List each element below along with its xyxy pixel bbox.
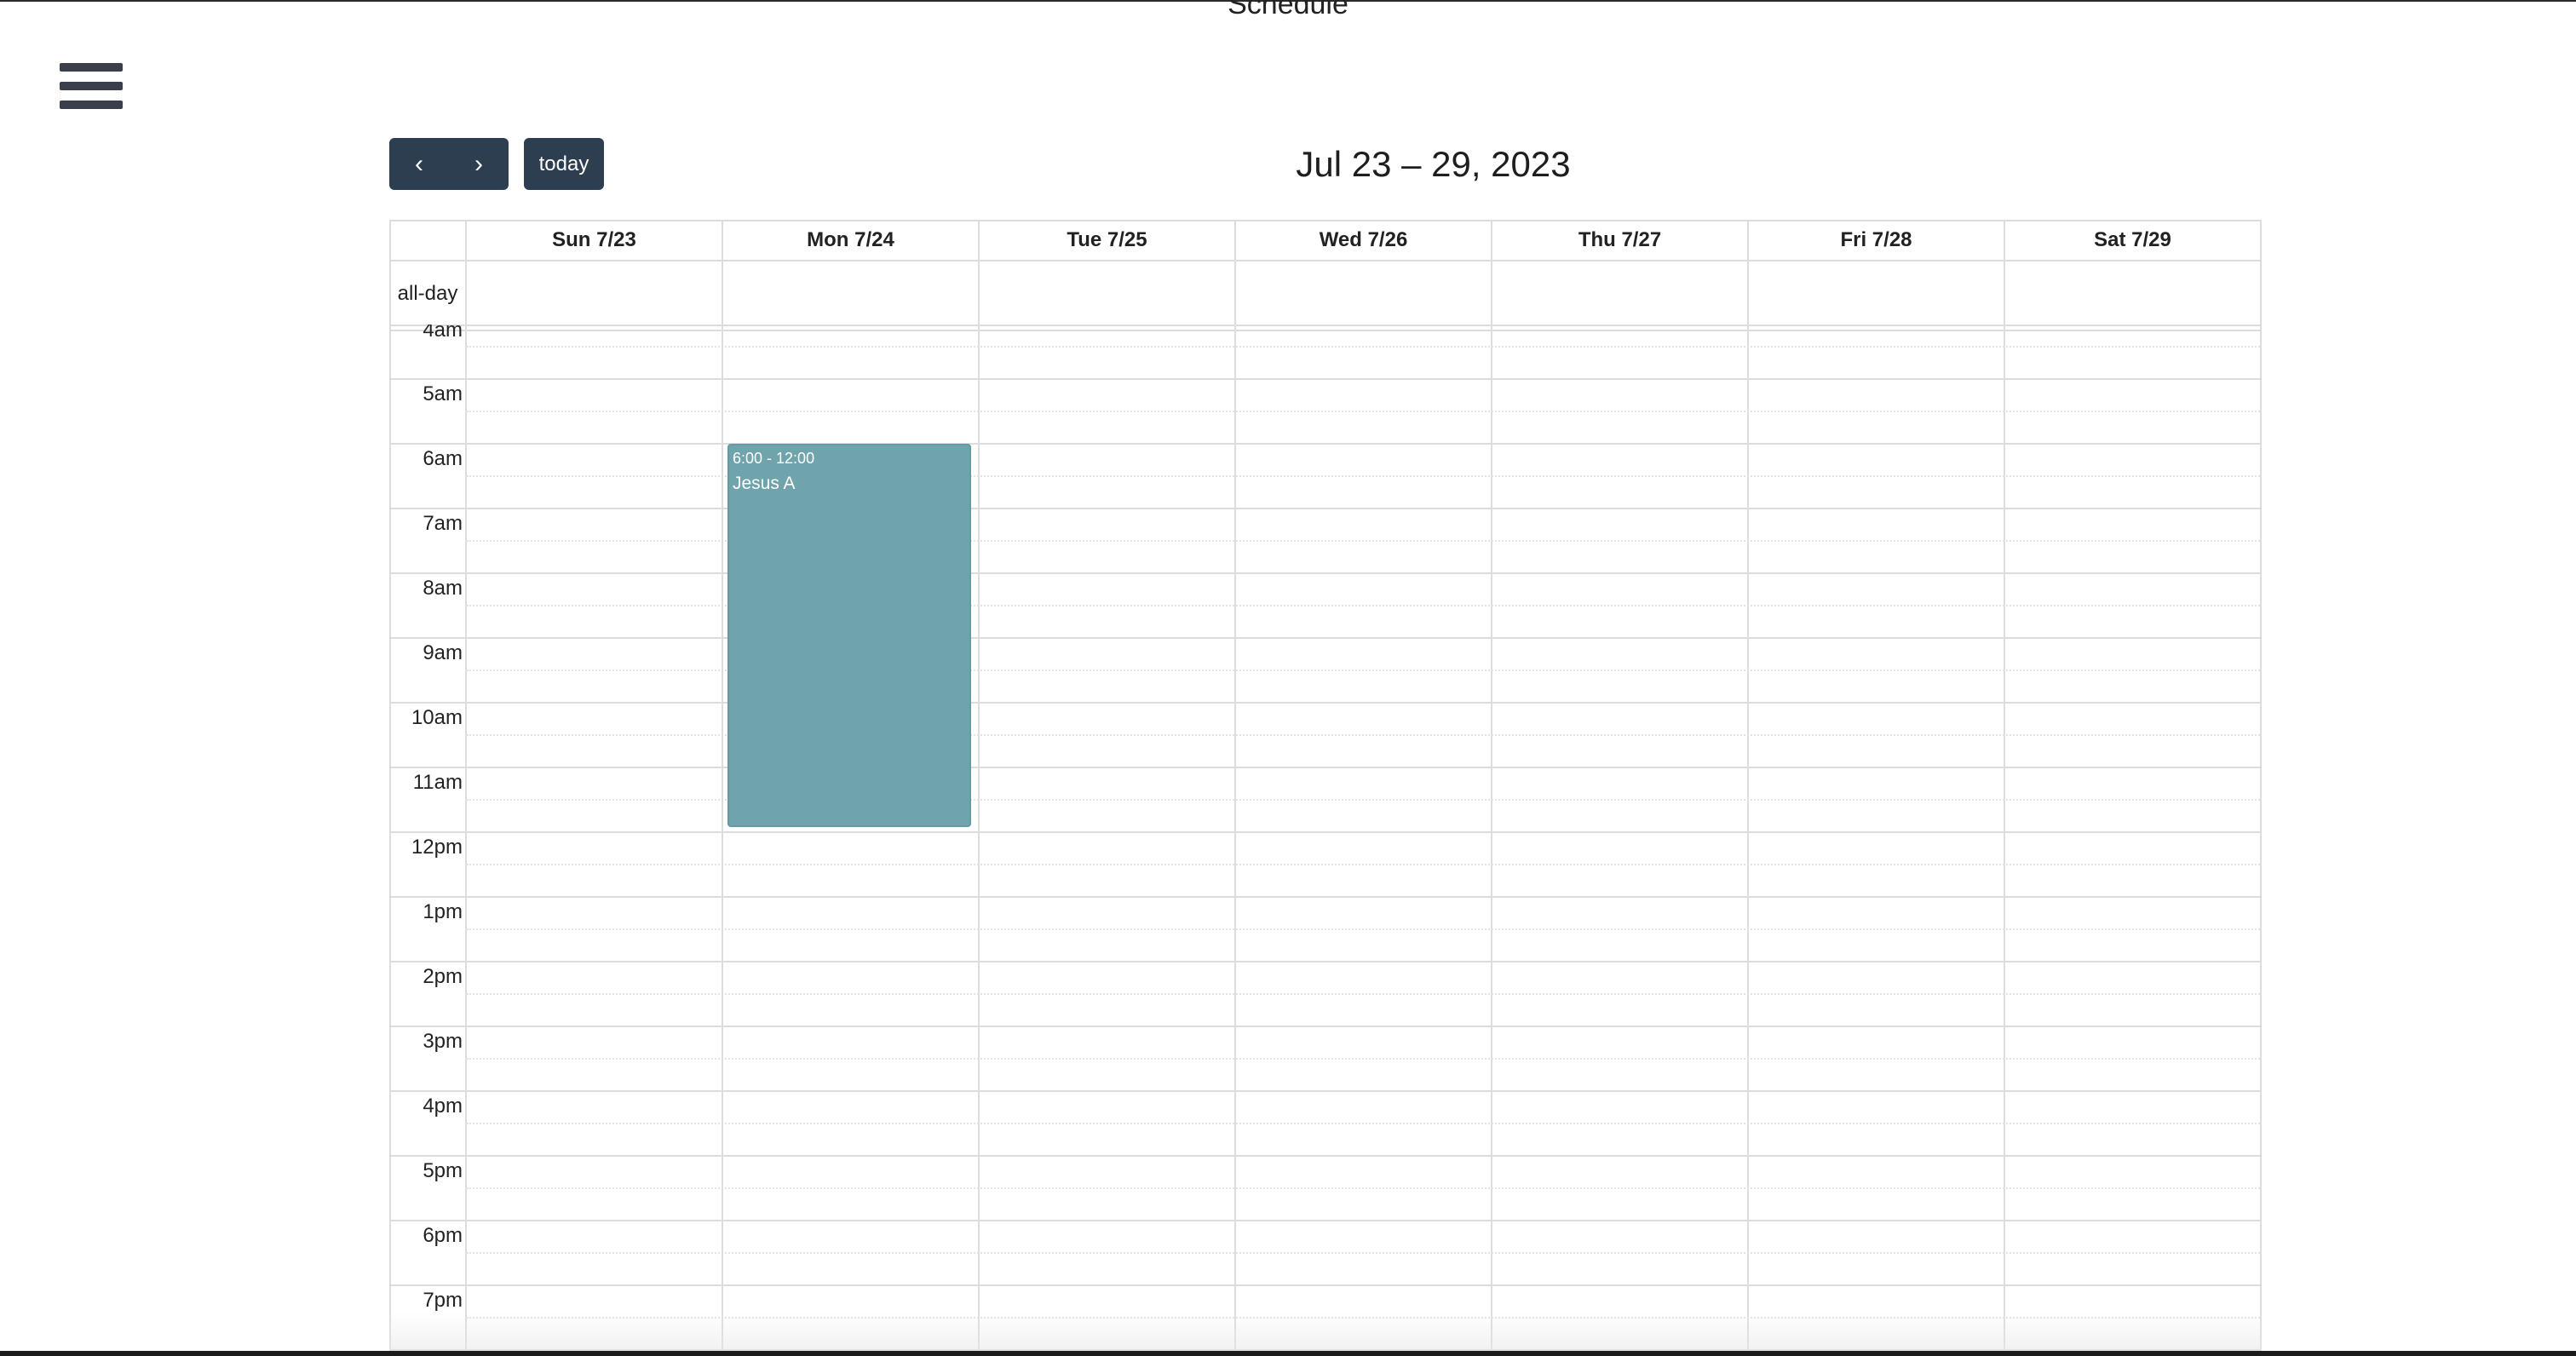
time-label-1pm: 1pm bbox=[423, 900, 463, 923]
day-header-mon: Mon 7/24 bbox=[807, 228, 894, 251]
day-header-tue: Tue 7/25 bbox=[1067, 228, 1147, 251]
header-divider bbox=[389, 260, 2262, 261]
hour-line bbox=[389, 443, 2262, 445]
time-label-5am: 5am bbox=[423, 382, 463, 405]
prev-week-button[interactable]: ‹ bbox=[389, 138, 449, 190]
calendar-range-title: Jul 23 – 29, 2023 bbox=[1296, 144, 1571, 184]
half-hour-line bbox=[467, 540, 2260, 542]
hour-line bbox=[389, 1026, 2262, 1027]
hour-line bbox=[389, 831, 2262, 833]
time-label-6am: 6am bbox=[423, 447, 463, 470]
day-header-fri: Fri 7/28 bbox=[1840, 228, 1912, 251]
hour-line bbox=[389, 1220, 2262, 1221]
day-divider bbox=[1491, 220, 1492, 1356]
half-hour-line bbox=[467, 1058, 2260, 1060]
hour-line bbox=[389, 637, 2262, 639]
allday-divider-a bbox=[389, 325, 2262, 326]
half-hour-line bbox=[467, 669, 2260, 671]
day-header-wed: Wed 7/26 bbox=[1319, 228, 1408, 251]
page-title: Schedule bbox=[1228, 0, 1348, 20]
time-label-7am: 7am bbox=[423, 512, 463, 535]
time-label-7pm: 7pm bbox=[423, 1289, 463, 1312]
hour-line bbox=[389, 961, 2262, 962]
axis-divider bbox=[465, 220, 467, 1356]
half-hour-line bbox=[467, 734, 2260, 736]
day-header-sat: Sat 7/29 bbox=[2094, 228, 2171, 251]
time-label-12pm: 12pm bbox=[411, 836, 463, 859]
time-label-5pm: 5pm bbox=[423, 1159, 463, 1182]
hour-line bbox=[389, 1155, 2262, 1157]
day-divider bbox=[2004, 220, 2005, 1356]
half-hour-line bbox=[467, 993, 2260, 995]
allday-mask bbox=[391, 261, 465, 325]
half-hour-line bbox=[467, 605, 2260, 606]
half-hour-line bbox=[467, 864, 2260, 865]
day-divider bbox=[978, 220, 980, 1356]
time-label-3pm: 3pm bbox=[423, 1030, 463, 1053]
grid-right-line bbox=[2260, 220, 2262, 1356]
half-hour-line bbox=[467, 1252, 2260, 1254]
allday-label: all-day bbox=[397, 282, 458, 305]
time-label-6pm: 6pm bbox=[423, 1224, 463, 1247]
today-button[interactable]: today bbox=[524, 138, 604, 190]
time-label-2pm: 2pm bbox=[423, 965, 463, 988]
day-divider bbox=[722, 220, 723, 1356]
hour-line bbox=[389, 767, 2262, 768]
grid-top-line bbox=[389, 220, 2262, 221]
chevron-left-icon: ‹ bbox=[415, 149, 423, 178]
event-time: 6:00 - 12:00 bbox=[733, 450, 815, 467]
day-header-sun: Sun 7/23 bbox=[552, 228, 636, 251]
time-label-4pm: 4pm bbox=[423, 1095, 463, 1118]
chevron-right-icon: › bbox=[474, 149, 483, 178]
nav-button-group: ‹ › bbox=[389, 138, 509, 190]
half-hour-line bbox=[467, 799, 2260, 801]
hour-line bbox=[389, 1090, 2262, 1092]
allday-divider-b bbox=[389, 330, 2262, 331]
hour-line bbox=[389, 508, 2262, 509]
time-label-11am: 11am bbox=[412, 771, 463, 794]
window-bottom-border bbox=[0, 1351, 2576, 1356]
calendar-event[interactable]: 6:00 - 12:00 Jesus A bbox=[727, 444, 971, 827]
half-hour-line bbox=[467, 1317, 2260, 1319]
half-hour-line bbox=[467, 475, 2260, 477]
hour-line bbox=[389, 1284, 2262, 1286]
hour-line bbox=[389, 702, 2262, 704]
day-divider bbox=[1234, 220, 1236, 1356]
day-divider bbox=[1747, 220, 1749, 1356]
time-label-9am: 9am bbox=[423, 641, 463, 664]
half-hour-line bbox=[467, 928, 2260, 930]
half-hour-line bbox=[467, 346, 2260, 348]
event-title: Jesus A bbox=[733, 474, 796, 493]
hour-line bbox=[389, 378, 2262, 380]
time-label-10am: 10am bbox=[411, 706, 463, 729]
hour-line bbox=[389, 572, 2262, 574]
hour-line bbox=[389, 896, 2262, 898]
half-hour-line bbox=[467, 411, 2260, 412]
next-week-button[interactable]: › bbox=[449, 138, 509, 190]
half-hour-line bbox=[467, 1123, 2260, 1124]
hamburger-menu-icon[interactable] bbox=[60, 60, 123, 114]
window-top-border bbox=[0, 0, 2576, 2]
time-label-8am: 8am bbox=[423, 577, 463, 600]
grid-left-line bbox=[389, 220, 391, 1356]
week-calendar-grid: Sun 7/23 Mon 7/24 Tue 7/25 Wed 7/26 Thu … bbox=[389, 220, 2262, 1356]
day-header-thu: Thu 7/27 bbox=[1578, 228, 1662, 251]
half-hour-line bbox=[467, 1187, 2260, 1189]
